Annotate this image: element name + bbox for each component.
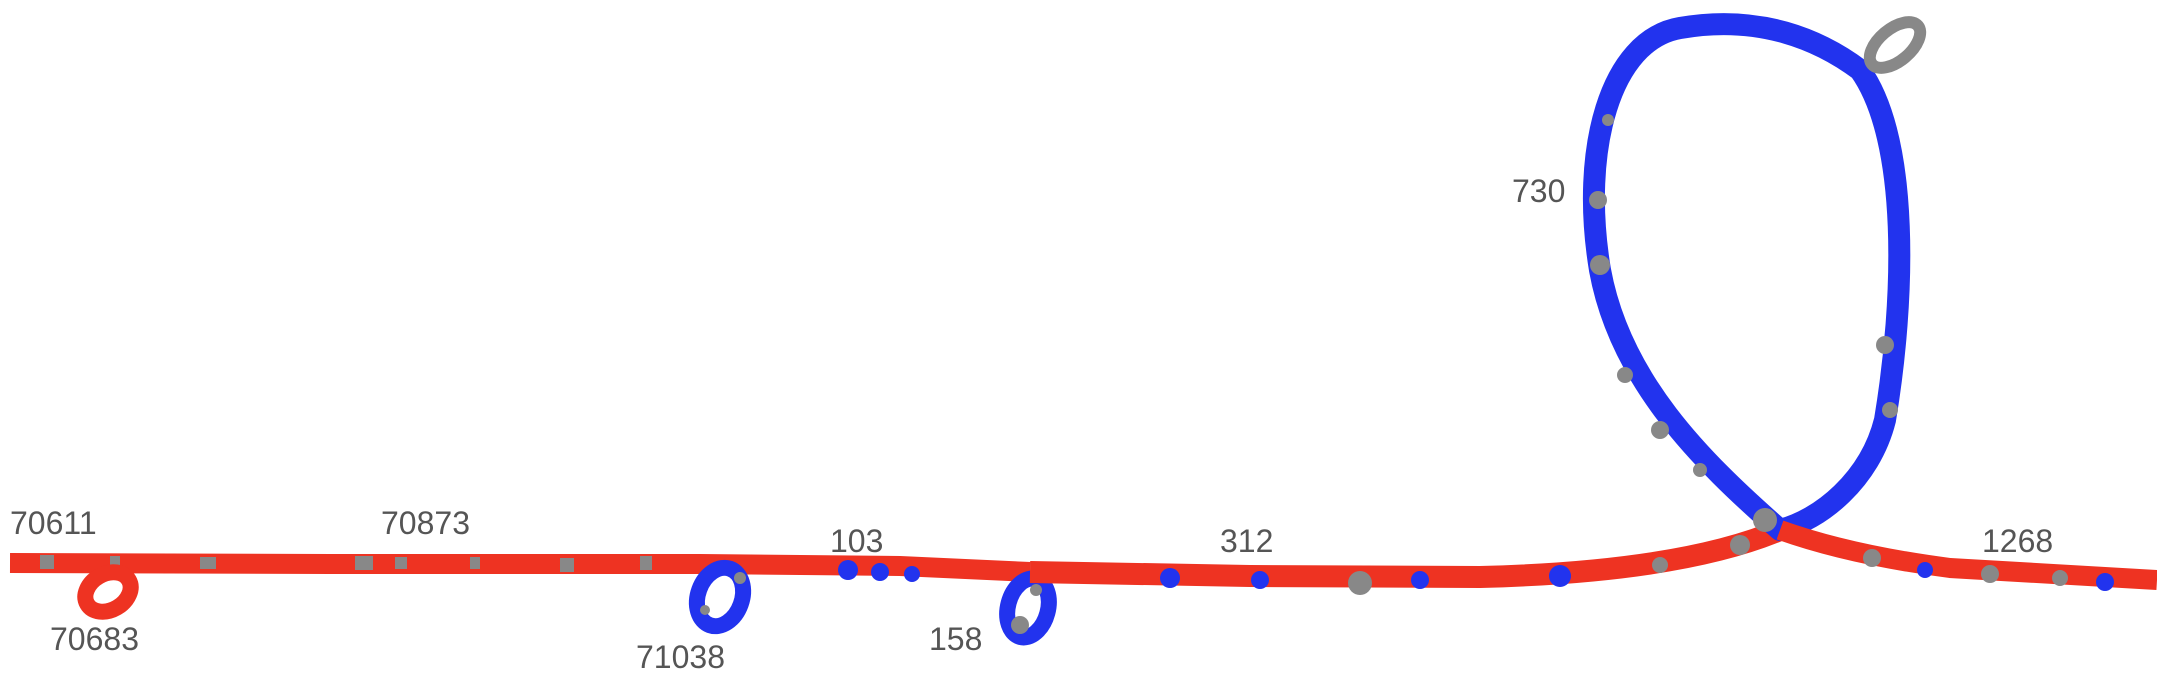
label-1268: 1268: [1982, 523, 2053, 559]
loop-71038: [688, 559, 752, 635]
loop-730-gray-spots: [1589, 114, 1898, 532]
label-71038: 71038: [636, 639, 725, 675]
label-730: 730: [1512, 173, 1565, 209]
label-158: 158: [929, 621, 982, 657]
strand-left-gray-spots: [40, 555, 652, 572]
loop-158: [999, 570, 1057, 646]
loop-158-gray-spots: [1011, 584, 1042, 634]
strand-right-red: [1776, 520, 2157, 590]
strand-left-red: [9, 553, 1031, 582]
label-70683: 70683: [50, 621, 139, 657]
loop-730-gray-small: [1863, 16, 1927, 74]
label-103: 103: [830, 523, 883, 559]
strand-middle-red: [1029, 519, 1785, 589]
label-70611: 70611: [10, 505, 97, 541]
strand-103-blue-spots: [838, 560, 920, 582]
loop-730: [1582, 13, 1911, 541]
loop-70683: [77, 564, 139, 620]
label-70873: 70873: [381, 505, 470, 541]
strand-right-spots: [1863, 549, 2114, 591]
loop-71038-gray-spots: [700, 572, 746, 615]
strand-middle-spots: [1160, 535, 1750, 595]
label-312: 312: [1220, 523, 1273, 559]
